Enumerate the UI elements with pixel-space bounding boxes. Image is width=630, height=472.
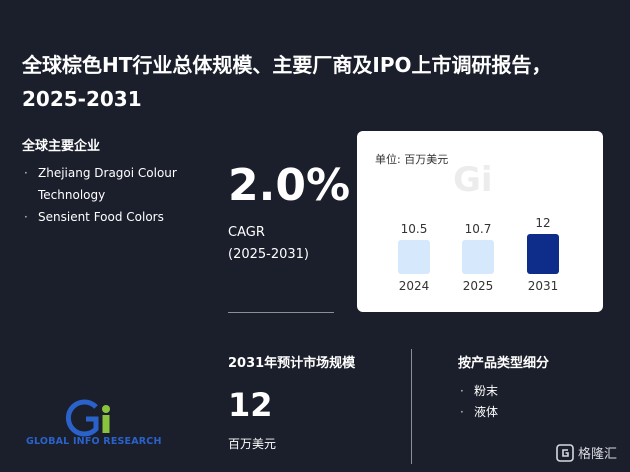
companies-list: Zhejiang Dragoi Colour Technology Sensie… [22, 162, 228, 228]
product-list: 粉末 液体 [458, 381, 549, 423]
x-tick-label: 2031 [528, 279, 559, 293]
logo-text: GLOBAL INFO RESEARCH [26, 436, 162, 447]
chart-card: Gi 10.5 2024 10.7 2025 12 2031 单位: 百万美元 [357, 131, 603, 312]
divider [228, 312, 334, 313]
cagr-period: (2025-2031) [228, 247, 310, 262]
gi-logo-icon [65, 399, 110, 437]
bar-value-label: 10.7 [465, 222, 492, 236]
product-item: 液体 [458, 402, 549, 423]
company-item: Sensient Food Colors [22, 206, 228, 228]
svg-text:Gi: Gi [453, 160, 493, 200]
bar-2025 [462, 240, 494, 274]
company-item: Zhejiang Dragoi Colour Technology [22, 162, 228, 206]
cagr-label-text: CAGR [228, 225, 265, 240]
bar-value-label: 12 [535, 216, 550, 230]
gelonghui-logo-icon [556, 443, 574, 462]
market-size-section: 2031年预计市场规模 12 百万美元 [228, 352, 355, 452]
chart-watermark: Gi [453, 160, 493, 200]
x-tick-label: 2024 [399, 279, 430, 293]
bar-value-label: 10.5 [401, 222, 428, 236]
corner-text: 格隆汇 [578, 447, 618, 462]
product-heading: 按产品类型细分 [458, 356, 550, 371]
bar-2031 [527, 234, 559, 274]
companies-heading: 全球主要企业 [22, 139, 101, 154]
cagr-label: CAGR (2025-2031) [228, 222, 348, 266]
corner-watermark: 格隆汇 [556, 443, 617, 462]
market-heading: 2031年预计市场规模 [228, 356, 356, 371]
bars-group: 10.5 2024 10.7 2025 12 2031 [398, 216, 559, 293]
market-unit: 百万美元 [228, 437, 277, 451]
x-tick-label: 2025 [463, 279, 494, 293]
market-value: 12 [228, 386, 273, 424]
vertical-divider [411, 349, 412, 464]
bar-2024 [398, 240, 430, 274]
product-section: 按产品类型细分 粉末 液体 [458, 352, 549, 423]
companies-section: 全球主要企业 Zhejiang Dragoi Colour Technology… [22, 135, 228, 228]
chart-unit-label: 单位: 百万美元 [375, 153, 449, 166]
product-item: 粉末 [458, 381, 549, 402]
report-title: 全球棕色HT行业总体规模、主要厂商及IPO上市调研报告，2025-2031 [22, 53, 552, 111]
bar-chart: Gi 10.5 2024 10.7 2025 12 2031 [398, 160, 559, 293]
cagr-value: 2.0% [228, 160, 351, 211]
